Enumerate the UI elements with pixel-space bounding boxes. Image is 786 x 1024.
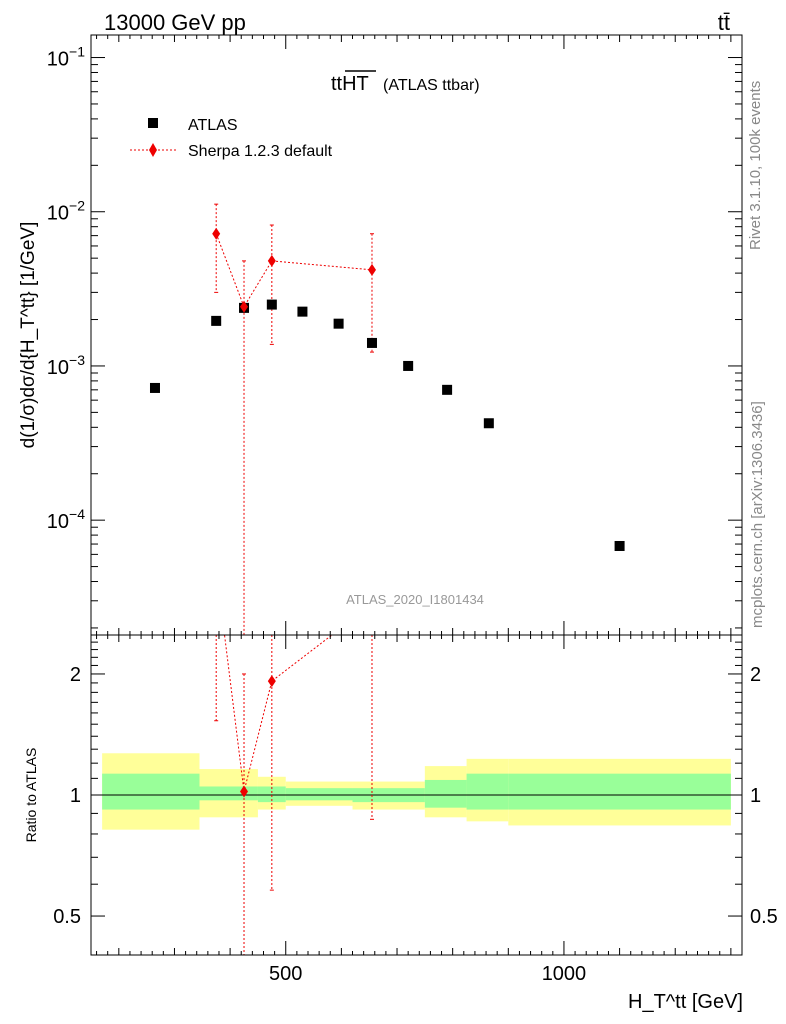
ratio-connect-line bbox=[224, 635, 333, 792]
mc-data-point bbox=[240, 300, 249, 313]
main-ytick-label: 10−2 bbox=[47, 198, 85, 225]
atlas-data-point bbox=[483, 418, 494, 429]
main-ytick-label: 10−1 bbox=[47, 44, 85, 71]
ratio-band-inner bbox=[466, 773, 509, 810]
legend: ATLAS Sherpa 1.2.3 default bbox=[130, 117, 333, 160]
ratio-ytick-label-right: 1 bbox=[750, 785, 761, 807]
plot-title-main: ttHT bbox=[331, 73, 369, 95]
ratio-band-inner bbox=[257, 786, 286, 803]
plot-title-sub: (ATLAS ttbar) bbox=[383, 77, 480, 94]
rivet-label: Rivet 3.1.10, 100k events bbox=[747, 81, 764, 250]
ratio-ytick-label-right: 0.5 bbox=[750, 906, 778, 928]
ratio-panel: 0.5 0.5 1 1 2 2 500 1000 bbox=[53, 634, 778, 985]
ratio-bands-layer bbox=[102, 753, 731, 830]
atlas-data-point bbox=[403, 360, 414, 371]
mc-data-point bbox=[367, 263, 376, 276]
ratio-ylabel: Ratio to ATLAS bbox=[23, 748, 39, 843]
ratio-band-inner bbox=[424, 779, 467, 808]
ratio-ytick-label: 0.5 bbox=[53, 906, 81, 928]
ratio-mc-point bbox=[240, 785, 249, 798]
ratio-band-inner bbox=[285, 788, 353, 801]
plot-title: ttHT (ATLAS ttbar) bbox=[331, 70, 480, 95]
atlas-data-point bbox=[366, 337, 377, 348]
atlas-data-point bbox=[211, 315, 222, 326]
main-ytick-label: 10−3 bbox=[47, 352, 85, 379]
xtick-label: 500 bbox=[269, 963, 302, 985]
xtick-label: 1000 bbox=[542, 963, 587, 985]
atlas-data-point bbox=[333, 318, 344, 329]
atlas-data-point bbox=[149, 382, 160, 393]
mc-connect-line bbox=[215, 233, 373, 308]
atlas-data-point bbox=[266, 299, 277, 310]
atlas-data-point bbox=[614, 540, 625, 551]
legend-mc-marker bbox=[149, 143, 157, 157]
atlas-data-point bbox=[297, 306, 308, 317]
main-panel: 10−4 10−3 10−2 10−1 bbox=[47, 34, 743, 636]
xlabel: H_T^tt [GeV] bbox=[628, 991, 743, 1013]
ratio-band-inner bbox=[102, 773, 200, 810]
main-ylabel: d(1/σ)dσ/d{H_T^tt} [1/GeV] bbox=[18, 222, 39, 449]
header-right: tt̄ bbox=[718, 10, 730, 35]
ratio-mc-point bbox=[267, 675, 276, 688]
ratio-clipped-group bbox=[214, 635, 374, 955]
legend-data-label: ATLAS bbox=[188, 117, 238, 134]
ratio-ytick-label: 1 bbox=[70, 785, 81, 807]
legend-mc-label: Sherpa 1.2.3 default bbox=[188, 143, 333, 160]
mc-data-point bbox=[267, 254, 276, 267]
main-data-layer bbox=[149, 203, 625, 635]
mc-data-point bbox=[212, 227, 221, 240]
mcplots-label: mcplots.cern.ch [arXiv:1306.3436] bbox=[749, 401, 766, 628]
header-left: 13000 GeV pp bbox=[104, 10, 246, 35]
ratio-data-layer bbox=[214, 635, 374, 955]
legend-data-marker bbox=[148, 118, 158, 128]
ratio-ticks: 0.5 0.5 1 1 2 2 500 1000 bbox=[53, 634, 778, 985]
analysis-id: ATLAS_2020_I1801434 bbox=[346, 592, 484, 607]
atlas-data-point bbox=[442, 384, 453, 395]
ratio-ytick-label-right: 2 bbox=[750, 664, 761, 686]
main-ytick-label: 10−4 bbox=[47, 506, 85, 533]
ratio-band-inner bbox=[508, 773, 731, 810]
ratio-band-inner bbox=[199, 786, 258, 801]
ratio-ytick-label: 2 bbox=[70, 664, 81, 686]
main-ticks: 10−4 10−3 10−2 10−1 bbox=[47, 35, 742, 635]
